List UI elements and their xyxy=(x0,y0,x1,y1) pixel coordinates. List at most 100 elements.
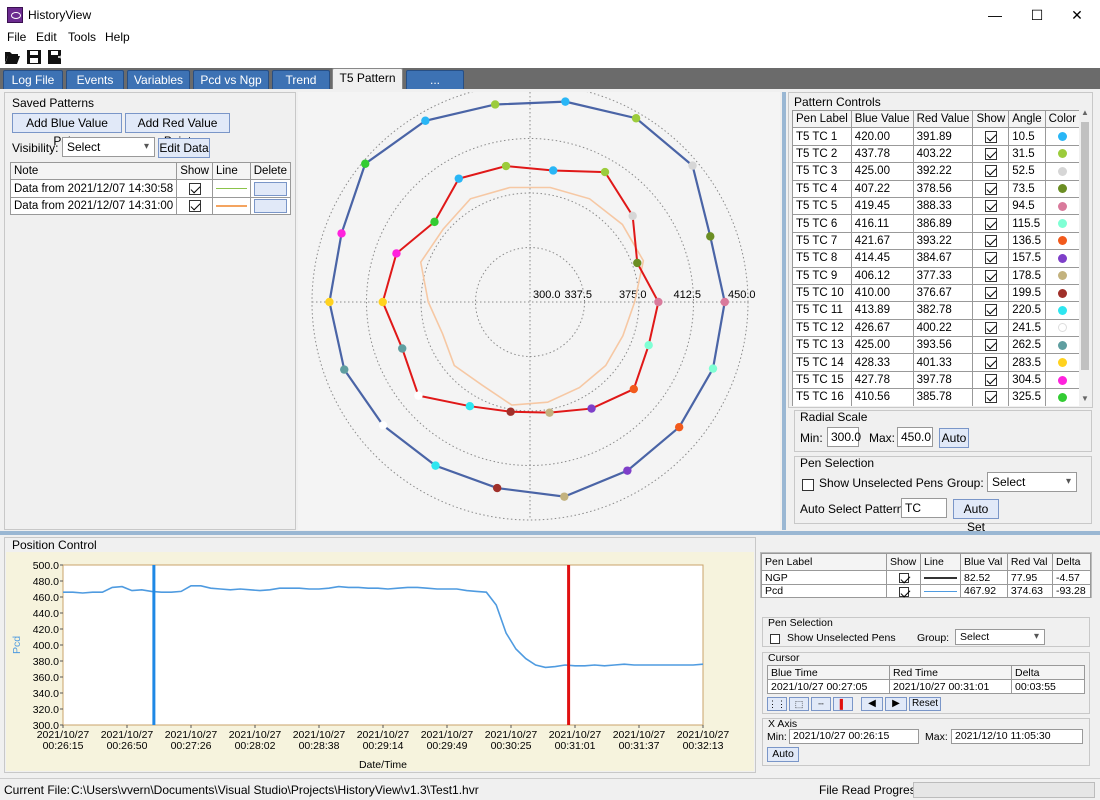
red-value[interactable]: 382.78 xyxy=(912,301,974,320)
radial-max-input[interactable]: 450.0 xyxy=(897,427,933,447)
tab-more[interactable]: ... xyxy=(406,70,464,89)
add-blue-value-button[interactable]: Add Blue Value Point xyxy=(12,113,122,148)
red-value[interactable]: 397.78 xyxy=(912,370,974,390)
show-checkbox[interactable] xyxy=(984,287,997,300)
table-row[interactable]: T5 TC 3 425.00 392.22 52.5 xyxy=(792,162,1081,181)
show-checkbox[interactable] xyxy=(984,217,997,230)
table-row[interactable]: T5 TC 16 410.56 385.78 325.5 xyxy=(792,388,1081,406)
tab-variables[interactable]: Variables xyxy=(127,70,190,89)
angle-value[interactable]: 157.5 xyxy=(1008,249,1046,268)
red-value[interactable]: 378.56 xyxy=(912,179,974,198)
table-row[interactable]: T5 TC 6 416.11 386.89 115.5 xyxy=(792,214,1081,233)
cursor-reset-button[interactable]: Reset xyxy=(909,697,941,711)
color-swatch[interactable] xyxy=(1057,166,1067,176)
color-swatch[interactable] xyxy=(1057,358,1067,368)
show-checkbox[interactable] xyxy=(984,304,997,317)
tab-t5-pattern[interactable]: T5 Pattern xyxy=(332,68,403,89)
angle-value[interactable]: 304.5 xyxy=(1008,370,1046,390)
red-value[interactable]: 400.22 xyxy=(912,318,974,338)
angle-value[interactable]: 10.5 xyxy=(1008,127,1046,146)
save-as-icon[interactable] xyxy=(47,48,65,66)
menu-file[interactable]: File xyxy=(7,30,27,44)
table-row[interactable]: T5 TC 8 414.45 384.67 157.5 xyxy=(792,249,1081,268)
table-row[interactable]: T5 TC 10 410.00 376.67 199.5 xyxy=(792,283,1081,303)
angle-value[interactable]: 31.5 xyxy=(1008,144,1046,164)
color-swatch[interactable] xyxy=(1057,305,1067,315)
close-button[interactable]: ✕ xyxy=(1071,7,1083,23)
minimize-button[interactable]: — xyxy=(988,7,1002,23)
show-checkbox[interactable] xyxy=(188,182,201,195)
angle-value[interactable]: 94.5 xyxy=(1008,196,1046,216)
color-swatch[interactable] xyxy=(1057,271,1067,281)
red-value[interactable]: 393.22 xyxy=(912,231,974,251)
show-checkbox[interactable] xyxy=(898,586,909,597)
red-value[interactable]: 393.56 xyxy=(912,336,974,355)
color-swatch[interactable] xyxy=(1057,184,1067,194)
show-checkbox[interactable] xyxy=(984,339,997,352)
xaxis-auto-button[interactable]: Auto xyxy=(767,747,799,762)
angle-value[interactable]: 241.5 xyxy=(1008,318,1046,338)
blue-value[interactable]: 420.00 xyxy=(850,127,914,146)
blue-value[interactable]: 421.67 xyxy=(850,231,914,251)
show-checkbox[interactable] xyxy=(984,200,997,213)
red-value[interactable]: 388.33 xyxy=(912,196,974,216)
blue-value[interactable]: 428.33 xyxy=(850,353,914,372)
menu-tools[interactable]: Tools xyxy=(68,30,97,44)
tab-pcd-vs-ngp[interactable]: Pcd vs Ngp xyxy=(193,70,269,89)
auto-set-button[interactable]: Auto Set xyxy=(953,499,999,534)
blue-value[interactable]: 426.67 xyxy=(850,318,914,338)
show-checkbox[interactable] xyxy=(984,165,997,178)
show-checkbox[interactable] xyxy=(898,573,909,584)
table-row[interactable]: T5 TC 7 421.67 393.22 136.5 xyxy=(792,231,1081,251)
visibility-select[interactable]: Select xyxy=(62,137,155,157)
vertical-splitter[interactable] xyxy=(782,92,786,530)
horizontal-splitter[interactable] xyxy=(0,531,1100,535)
table-row[interactable]: NGP 82.52 77.95 -4.57 xyxy=(761,570,1092,586)
tab-events[interactable]: Events xyxy=(66,70,124,89)
red-value[interactable]: 377.33 xyxy=(912,266,974,285)
table-row[interactable]: T5 TC 15 427.78 397.78 304.5 xyxy=(792,370,1081,390)
color-swatch[interactable] xyxy=(1057,340,1067,350)
delete-button[interactable] xyxy=(253,198,287,213)
angle-value[interactable]: 115.5 xyxy=(1008,214,1046,233)
show-checkbox[interactable] xyxy=(188,199,201,212)
angle-value[interactable]: 283.5 xyxy=(1008,353,1046,372)
radial-auto-button[interactable]: Auto xyxy=(939,428,969,448)
add-red-value-button[interactable]: Add Red Value Point xyxy=(125,113,230,148)
edit-data-button[interactable]: Edit Data xyxy=(158,138,210,158)
angle-value[interactable]: 136.5 xyxy=(1008,231,1046,251)
blue-value[interactable]: 410.56 xyxy=(850,388,914,406)
table-row[interactable]: T5 TC 12 426.67 400.22 241.5 xyxy=(792,318,1081,338)
angle-value[interactable]: 52.5 xyxy=(1008,162,1046,181)
color-swatch[interactable] xyxy=(1057,149,1067,159)
tab-trend[interactable]: Trend xyxy=(272,70,330,89)
show-checkbox[interactable] xyxy=(984,356,997,369)
table-row[interactable]: T5 TC 4 407.22 378.56 73.5 xyxy=(792,179,1081,198)
color-swatch[interactable] xyxy=(1057,323,1067,333)
cursor-mode-1-icon[interactable]: ⋮⋮ xyxy=(767,697,787,711)
blue-value[interactable]: 427.78 xyxy=(850,370,914,390)
blue-value[interactable]: 406.12 xyxy=(850,266,914,285)
blue-value[interactable]: 407.22 xyxy=(850,179,914,198)
scrollbar[interactable]: ▲ ▼ xyxy=(1079,110,1091,406)
color-swatch[interactable] xyxy=(1057,201,1067,211)
red-value[interactable]: 385.78 xyxy=(912,388,974,406)
angle-value[interactable]: 199.5 xyxy=(1008,283,1046,303)
blue-value[interactable]: 414.45 xyxy=(850,249,914,268)
angle-value[interactable]: 262.5 xyxy=(1008,336,1046,355)
auto-select-input[interactable]: TC xyxy=(901,498,947,518)
red-value[interactable]: 401.33 xyxy=(912,353,974,372)
table-row[interactable]: Data from 2021/12/07 14:30:58 xyxy=(9,179,292,198)
arrow-left-icon[interactable]: ◀ xyxy=(861,697,883,711)
show-checkbox[interactable] xyxy=(984,269,997,282)
table-row[interactable]: T5 TC 11 413.89 382.78 220.5 xyxy=(792,301,1081,320)
angle-value[interactable]: 220.5 xyxy=(1008,301,1046,320)
maximize-button[interactable]: ☐ xyxy=(1030,7,1044,23)
xaxis-max-input[interactable]: 2021/12/10 11:05:30 xyxy=(951,729,1083,744)
angle-value[interactable]: 178.5 xyxy=(1008,266,1046,285)
menu-help[interactable]: Help xyxy=(105,30,130,44)
color-swatch[interactable] xyxy=(1057,219,1067,228)
color-swatch[interactable] xyxy=(1057,375,1067,385)
red-cursor-icon[interactable]: ▌ xyxy=(833,697,853,711)
blue-value[interactable]: 425.00 xyxy=(850,162,914,181)
